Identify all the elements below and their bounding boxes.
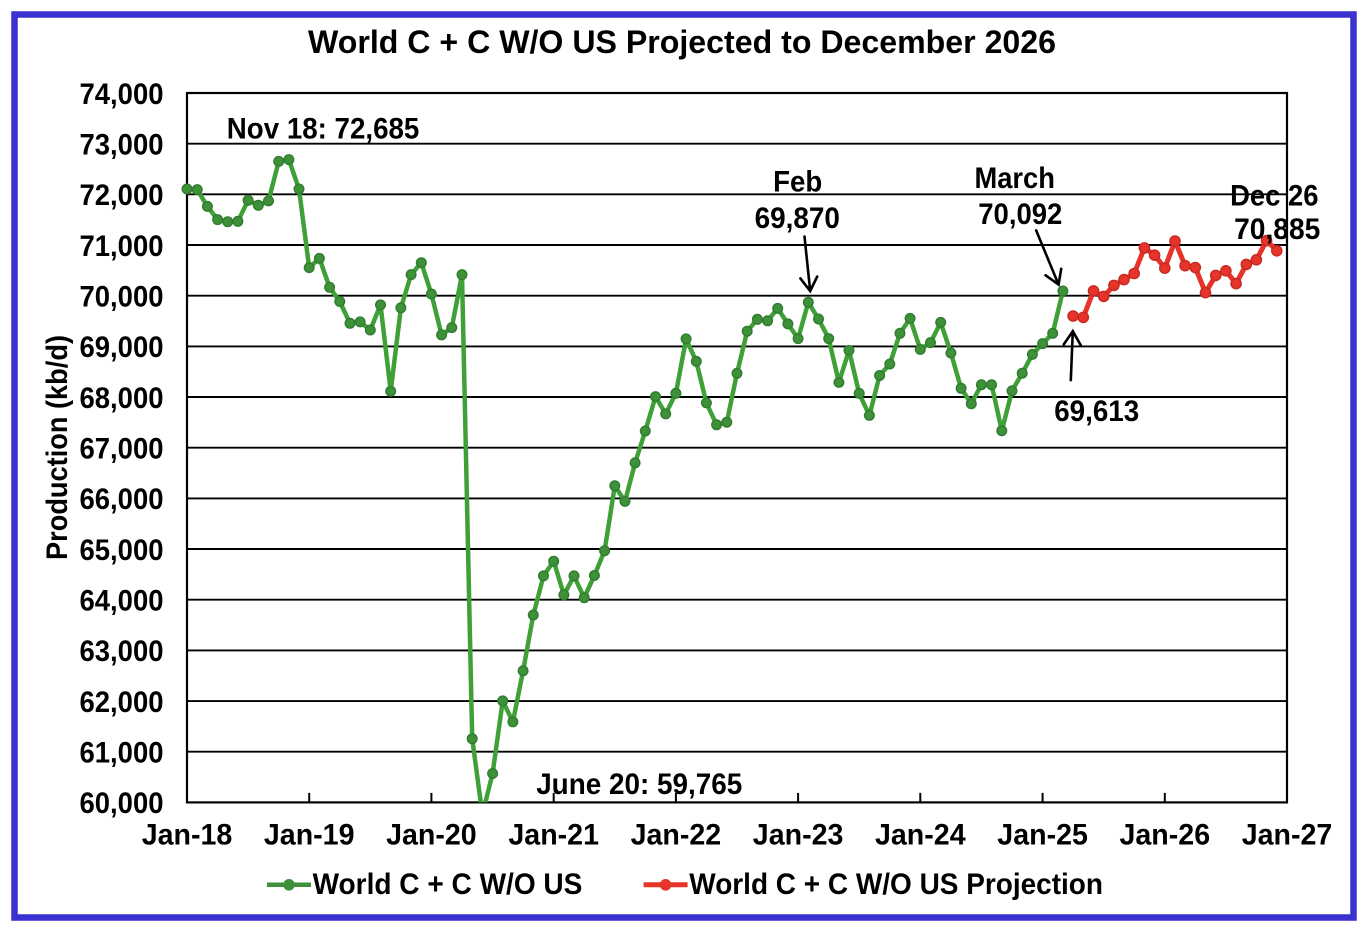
svg-text:Jan-26: Jan-26 <box>1120 819 1211 852</box>
svg-text:62,000: 62,000 <box>80 686 164 719</box>
svg-text:69,000: 69,000 <box>80 331 164 364</box>
svg-text:70,000: 70,000 <box>80 281 164 314</box>
svg-text:65,000: 65,000 <box>80 534 164 567</box>
svg-text:69,870: 69,870 <box>755 202 840 235</box>
svg-text:66,000: 66,000 <box>80 483 164 516</box>
svg-text:61,000: 61,000 <box>80 737 164 770</box>
svg-text:Jan-20: Jan-20 <box>386 819 477 852</box>
svg-text:Nov 18: 72,685: Nov 18: 72,685 <box>227 112 419 145</box>
svg-text:Feb: Feb <box>773 165 822 198</box>
svg-text:60,000: 60,000 <box>80 787 164 820</box>
svg-text:Jan-24: Jan-24 <box>875 819 966 852</box>
svg-text:Jan-27: Jan-27 <box>1242 819 1333 852</box>
svg-text:63,000: 63,000 <box>80 635 164 668</box>
svg-text:World C + C W/O US Projection: World C + C W/O US Projection <box>689 868 1103 901</box>
svg-text:World C + C W/O US Projected t: World C + C W/O US Projected to December… <box>308 24 1056 60</box>
svg-text:June 20: 59,765: June 20: 59,765 <box>536 768 742 801</box>
svg-text:69,613: 69,613 <box>1054 395 1139 428</box>
svg-text:World C + C W/O US: World C + C W/O US <box>313 868 583 901</box>
svg-text:70,885: 70,885 <box>1234 213 1320 246</box>
svg-text:64,000: 64,000 <box>80 585 164 618</box>
svg-text:Jan-18: Jan-18 <box>142 819 233 852</box>
svg-text:71,000: 71,000 <box>80 230 164 263</box>
svg-text:Production (kb/d): Production (kb/d) <box>41 335 74 560</box>
svg-text:Jan-21: Jan-21 <box>508 819 599 852</box>
svg-text:March: March <box>975 162 1055 195</box>
svg-text:73,000: 73,000 <box>80 129 164 162</box>
svg-text:Jan-23: Jan-23 <box>753 819 844 852</box>
svg-text:Dec 26: Dec 26 <box>1230 180 1318 213</box>
svg-text:72,000: 72,000 <box>80 179 164 212</box>
svg-text:Jan-19: Jan-19 <box>264 819 355 852</box>
svg-text:Jan-25: Jan-25 <box>997 819 1088 852</box>
svg-text:70,092: 70,092 <box>978 198 1062 231</box>
svg-text:74,000: 74,000 <box>80 78 164 111</box>
svg-text:67,000: 67,000 <box>80 433 164 466</box>
svg-text:68,000: 68,000 <box>80 382 164 415</box>
svg-text:Jan-22: Jan-22 <box>631 819 722 852</box>
